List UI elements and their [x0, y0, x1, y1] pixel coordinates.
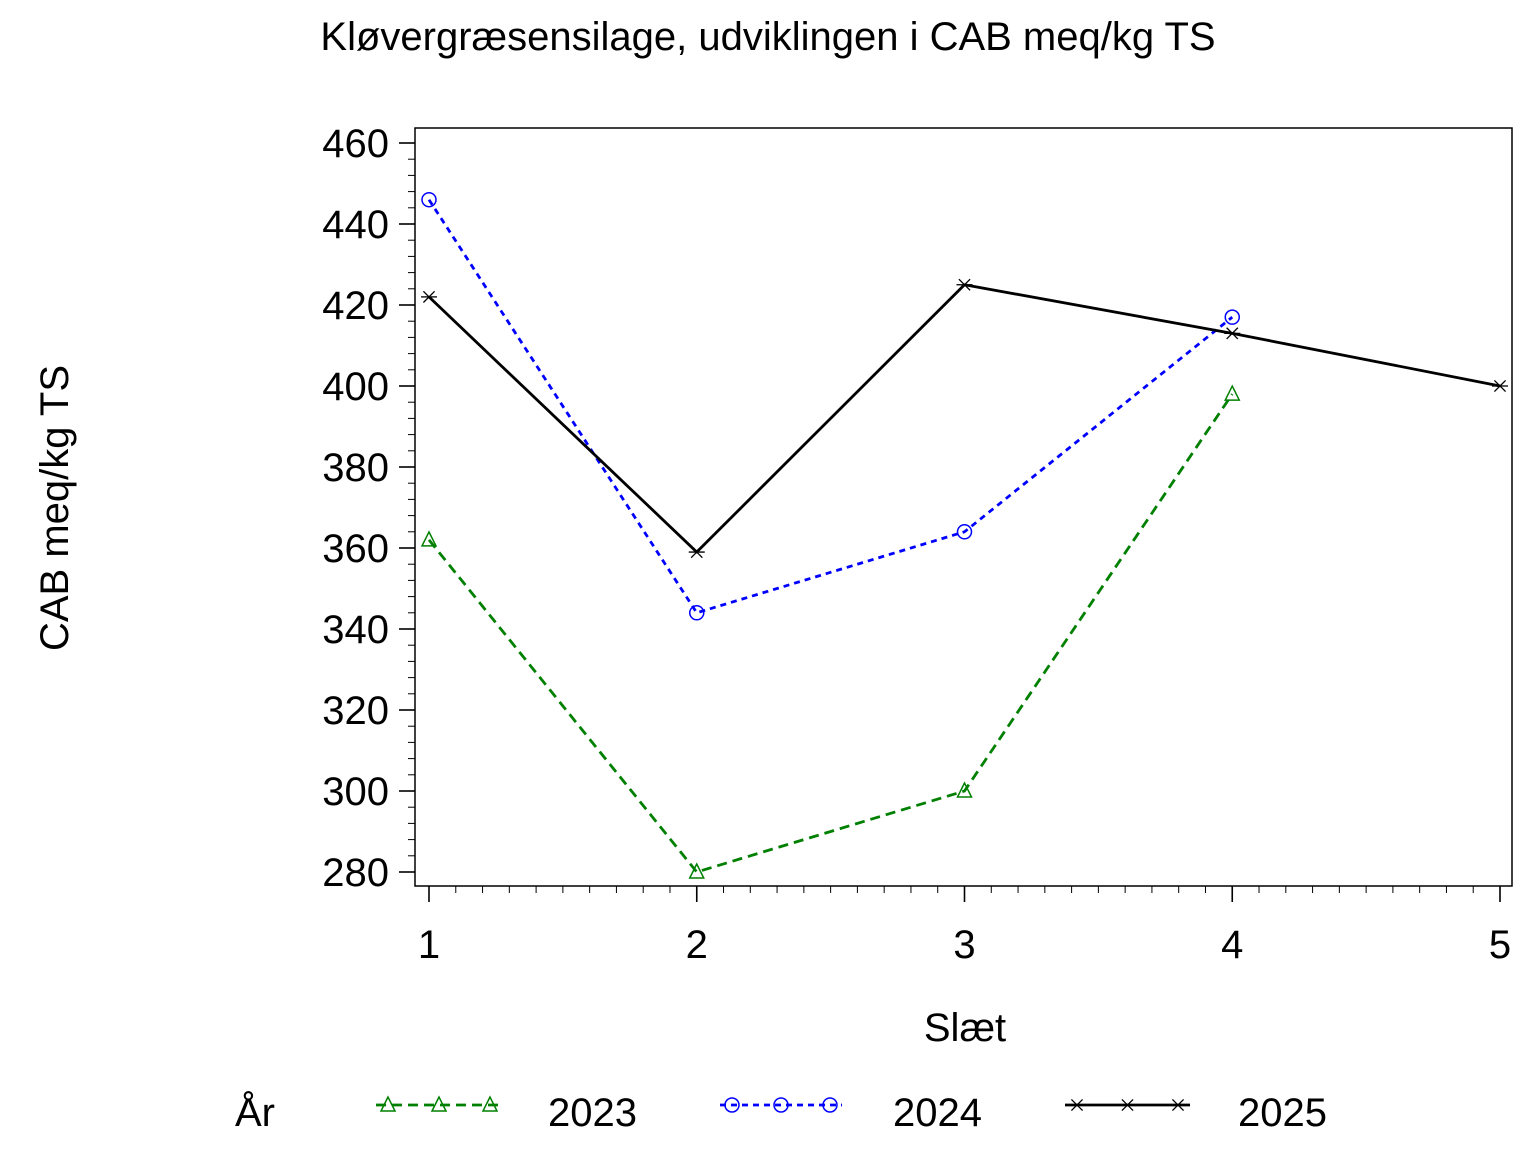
x-axis: 1 2 3 4 5 [418, 886, 1511, 967]
series-2024 [421, 191, 1240, 621]
legend-marker [1119, 1098, 1136, 1112]
data-point [688, 862, 705, 879]
y-tick-label: 340 [322, 608, 389, 652]
series-line [427, 393, 1234, 874]
x-tick-label: 5 [1489, 923, 1511, 967]
legend: År 2023 2024 2025 [235, 1090, 1327, 1135]
legend-marker [430, 1095, 448, 1112]
data-point [1224, 384, 1241, 401]
y-tick-label: 440 [322, 203, 389, 247]
data-point [956, 278, 973, 291]
y-tick-label: 400 [322, 365, 389, 409]
y-tick-label: 360 [322, 527, 389, 571]
legend-label: 2024 [893, 1091, 982, 1135]
data-point [1492, 379, 1508, 393]
series-2025 [421, 278, 1508, 559]
series-line [427, 198, 1234, 615]
data-point [688, 545, 705, 559]
legend-label: 2023 [548, 1091, 637, 1135]
chart-title: Kløvergræsensilage, udviklingen i CAB me… [320, 15, 1215, 59]
legend-item-2024: 2024 [720, 1091, 982, 1135]
series-2023 [420, 384, 1241, 879]
legend-marker [822, 1097, 838, 1113]
data-point [421, 191, 437, 208]
y-tick-label: 300 [322, 770, 389, 814]
legend-title: År [235, 1090, 275, 1135]
plot-frame [414, 127, 1513, 887]
legend-marker [481, 1095, 499, 1112]
y-tick-label: 380 [322, 446, 389, 490]
x-tick-label: 1 [418, 923, 440, 967]
y-tick-label: 460 [322, 122, 389, 166]
y-axis-label: CAB meq/kg TS [33, 365, 77, 651]
x-tick-label: 2 [686, 923, 708, 967]
data-point [421, 290, 437, 303]
legend-marker [724, 1097, 740, 1113]
x-tick-label: 3 [953, 923, 975, 967]
y-tick-label: 420 [322, 284, 389, 328]
data-point [1224, 327, 1241, 340]
legend-marker [379, 1095, 397, 1112]
data-point [956, 781, 973, 798]
data-point [1224, 309, 1240, 325]
legend-marker [1170, 1098, 1186, 1112]
legend-marker [1069, 1098, 1085, 1112]
data-point [420, 530, 438, 547]
data-point [689, 605, 705, 621]
legend-label: 2025 [1238, 1091, 1327, 1135]
y-axis: 280 300 320 340 360 380 400 420 440 460 [322, 122, 415, 895]
legend-item-2025: 2025 [1065, 1091, 1327, 1135]
x-axis-label: Slæt [924, 1006, 1006, 1050]
legend-marker [773, 1097, 789, 1113]
data-point [956, 524, 973, 540]
series-layer [420, 191, 1508, 879]
y-tick-label: 320 [322, 689, 389, 733]
legend-item-2023: 2023 [376, 1091, 637, 1135]
y-tick-label: 280 [322, 851, 389, 895]
x-tick-label: 4 [1221, 923, 1243, 967]
